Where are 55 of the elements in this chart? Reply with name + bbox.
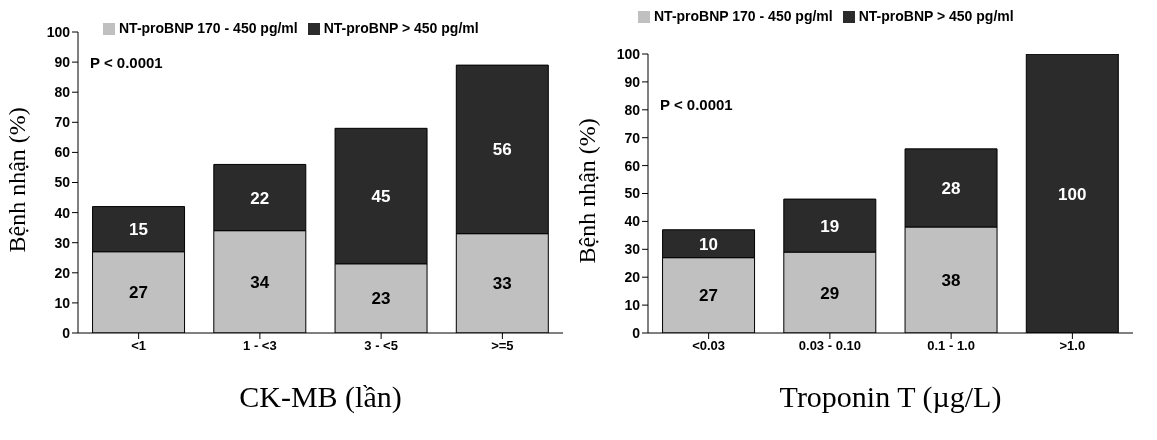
y-tick-label: 60	[624, 157, 641, 174]
y-tick-label: 20	[54, 264, 71, 281]
y-tick-label: 80	[54, 84, 71, 101]
data-label: 10	[699, 234, 719, 254]
y-tick-label: 20	[624, 269, 641, 286]
y-tick-label: 60	[54, 144, 71, 161]
y-tick-label: 40	[54, 204, 71, 221]
data-label: 15	[129, 220, 149, 240]
data-label: 19	[820, 216, 840, 236]
x-axis-title: Troponin T (µg/L)	[778, 380, 1003, 414]
y-tick-label: 30	[624, 241, 641, 258]
y-tick-label: 0	[632, 324, 641, 341]
data-label: 56	[492, 140, 512, 160]
y-tick-label: 50	[624, 185, 641, 202]
data-label: 100	[1058, 184, 1087, 204]
annotation: P < 0.0001	[660, 96, 733, 113]
y-tick-label: 40	[624, 213, 641, 230]
x-axis-title: CK-MB (lần)	[238, 380, 403, 414]
data-label: 33	[492, 274, 512, 294]
data-label: 38	[941, 270, 961, 290]
x-tick-label: >1.0	[1059, 338, 1086, 354]
x-tick-label: 0.03 - 0.10	[798, 338, 861, 354]
x-tick-label: 0.1 - 1.0	[927, 338, 975, 354]
y-tick-label: 100	[616, 45, 641, 62]
data-label: 45	[371, 187, 391, 207]
data-label: 34	[250, 272, 270, 292]
y-tick-label: 50	[54, 174, 71, 191]
x-tick-label: >=5	[491, 338, 514, 354]
y-tick-label: 30	[54, 234, 71, 251]
y-tick-label: 90	[624, 73, 641, 90]
y-axis-title: Bệnh nhận (%)	[3, 107, 30, 253]
legend-label: NT-proBNP > 450 pg/ml	[323, 20, 479, 36]
legend-label: NT-proBNP 170 - 450 pg/ml	[654, 8, 833, 24]
data-label: 28	[941, 178, 961, 198]
y-tick-label: 0	[62, 324, 71, 341]
y-tick-label: 70	[624, 129, 641, 146]
legend-label: NT-proBNP > 450 pg/ml	[858, 8, 1014, 24]
data-label: 27	[699, 286, 719, 306]
data-label: 27	[129, 283, 149, 303]
y-tick-label: 100	[46, 23, 71, 40]
x-tick-label: <0.03	[692, 338, 726, 354]
legend-label: NT-proBNP 170 - 450 pg/ml	[119, 20, 298, 36]
data-label: 23	[371, 289, 391, 309]
y-axis-title: Bệnh nhận (%)	[573, 118, 600, 264]
y-tick-label: 10	[54, 294, 71, 311]
data-label: 29	[820, 283, 840, 303]
y-tick-label: 10	[624, 297, 641, 314]
annotation: P < 0.0001	[90, 54, 163, 71]
data-label: 22	[250, 188, 270, 208]
y-tick-label: 80	[624, 101, 641, 118]
x-tick-label: <1	[131, 338, 147, 354]
y-tick-label: 70	[54, 114, 71, 131]
x-tick-label: 1 - <3	[243, 338, 277, 354]
y-tick-label: 90	[54, 54, 71, 71]
x-tick-label: 3 - <5	[364, 338, 398, 354]
